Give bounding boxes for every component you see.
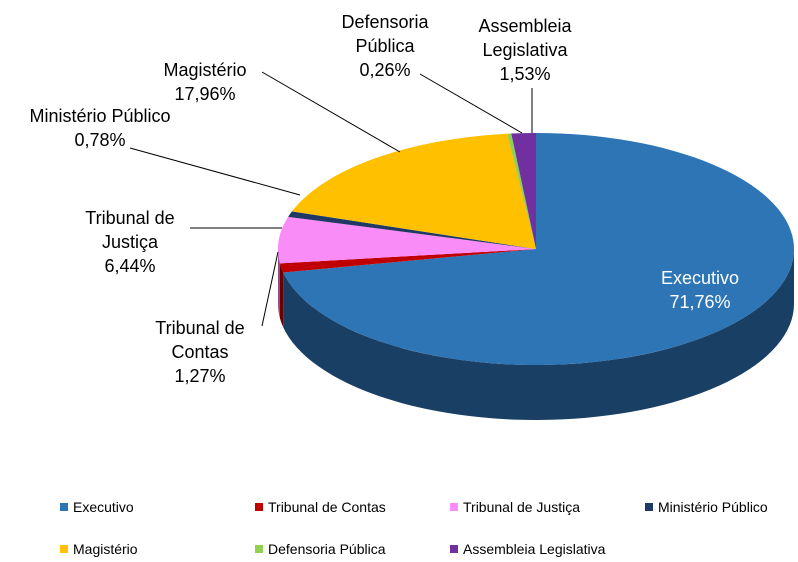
legend-swatch	[450, 545, 458, 553]
data-label: Executivo 71,76%	[610, 266, 790, 314]
slice	[279, 249, 536, 273]
legend-label: Defensoria Pública	[268, 541, 386, 557]
legend-label: Tribunal de Contas	[268, 499, 386, 515]
data-label: Tribunal de Justiça 6,44%	[65, 206, 195, 278]
slice	[288, 211, 536, 249]
category-label: Executivo	[660, 268, 740, 288]
slice	[291, 133, 536, 249]
value-label: 0,78%	[74, 130, 126, 150]
value-label: 1,27%	[174, 366, 226, 386]
category-label: Defensoria Pública	[341, 12, 429, 56]
slice-side	[283, 249, 794, 421]
legend-item: Magistério	[60, 541, 138, 557]
leader-line	[129, 147, 301, 196]
legend-item: Assembleia Legislativa	[450, 541, 605, 557]
leader-line	[419, 73, 523, 134]
legend-item: Tribunal de Contas	[255, 499, 386, 515]
value-label: 6,44%	[104, 256, 156, 276]
legend-swatch	[255, 545, 263, 553]
category-label: Magistério	[163, 60, 247, 80]
legend-item: Executivo	[60, 499, 134, 515]
data-label: Ministério Público 0,78%	[0, 104, 200, 152]
slice	[511, 133, 536, 249]
slice	[283, 133, 795, 366]
legend-label: Assembleia Legislativa	[463, 541, 606, 557]
legend-label: Tribunal de Justiça	[463, 499, 580, 515]
data-label: Tribunal de Contas 1,27%	[135, 316, 265, 388]
category-label: Ministério Público	[29, 106, 171, 126]
category-label: Tribunal de Justiça	[85, 208, 175, 252]
leader-line	[261, 71, 401, 153]
legend-item: Ministério Público	[645, 499, 768, 515]
legend-label: Magistério	[73, 541, 138, 557]
legend-item: Defensoria Pública	[255, 541, 386, 557]
slice	[278, 216, 536, 264]
data-label: Assembleia Legislativa 1,53%	[460, 14, 590, 86]
legend-swatch	[60, 545, 68, 553]
legend-item: Tribunal de Justiça	[450, 499, 580, 515]
value-label: 0,26%	[359, 60, 411, 80]
category-label: Tribunal de Contas	[155, 318, 245, 362]
category-label: Assembleia Legislativa	[478, 16, 572, 60]
slice-side	[279, 263, 284, 328]
value-label: 71,76%	[669, 292, 731, 312]
legend-swatch	[60, 503, 68, 511]
legend-label: Executivo	[73, 499, 134, 515]
leader-line	[261, 251, 279, 327]
data-label: Magistério 17,96%	[140, 58, 270, 106]
legend-swatch	[255, 503, 263, 511]
legend-swatch	[450, 503, 458, 511]
slice-side	[278, 249, 280, 319]
value-label: 1,53%	[499, 64, 551, 84]
data-label: Defensoria Pública 0,26%	[330, 10, 440, 82]
legend-swatch	[645, 503, 653, 511]
slice	[507, 133, 536, 249]
legend-label: Ministério Público	[658, 499, 768, 515]
value-label: 17,96%	[174, 84, 236, 104]
